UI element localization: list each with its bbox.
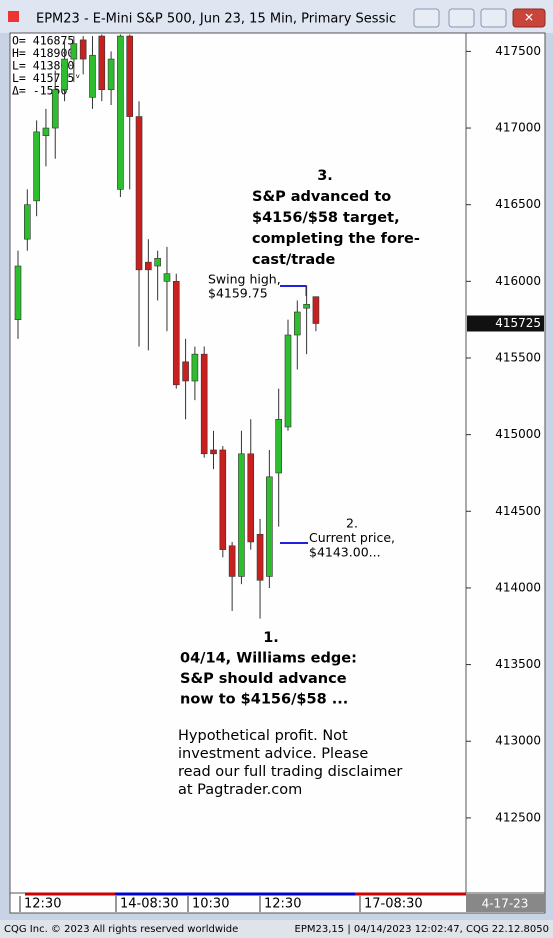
candle-body xyxy=(312,296,320,324)
candle-body xyxy=(247,453,255,543)
y-tick-label: 413000 xyxy=(495,734,541,748)
app-icon xyxy=(8,11,19,22)
ohlc-line: L= 413800 xyxy=(12,59,74,73)
candle-body xyxy=(70,43,78,60)
candle-body xyxy=(191,353,199,382)
pin-button[interactable] xyxy=(413,8,440,28)
y-tick-label: 414000 xyxy=(495,580,541,594)
candle-body xyxy=(182,361,189,382)
annotation-text: now to $4156/$58 ... xyxy=(180,692,348,708)
candle-body xyxy=(107,58,115,91)
candle-body xyxy=(219,449,227,550)
candle-body xyxy=(24,204,31,240)
candle-body xyxy=(42,127,50,137)
candle-body xyxy=(163,273,171,282)
candle-body xyxy=(154,258,161,267)
annotation-text: Current price, xyxy=(309,530,395,545)
candle-body xyxy=(284,334,292,428)
y-tick-label: 416000 xyxy=(495,274,541,288)
last-price-label: 415725 xyxy=(495,316,541,330)
close-icon: ✕ xyxy=(524,11,534,25)
annotation-text: $4156/$58 target, xyxy=(252,210,400,226)
annotation-text: Hypothetical profit. Not xyxy=(178,728,348,744)
x-tick-label: 17-08:30 xyxy=(364,897,423,912)
candle-body xyxy=(266,476,273,577)
candles xyxy=(14,34,320,619)
candle-body xyxy=(145,261,152,271)
annotation-text: 2. xyxy=(346,516,358,531)
annotation-text: 04/14, Williams edge: xyxy=(180,651,357,667)
candle-body xyxy=(275,419,282,474)
annotation-text: investment advice. Please xyxy=(178,746,368,762)
y-tick-label: 417500 xyxy=(495,44,541,58)
annotation-text: 1. xyxy=(263,630,279,646)
candle-body xyxy=(117,35,124,190)
candle-body xyxy=(172,281,180,386)
candle-body xyxy=(51,89,59,129)
annotation-text: at Pagtrader.com xyxy=(178,782,302,798)
y-tick-label: 416500 xyxy=(495,197,541,211)
annotation-text: Swing high, xyxy=(208,272,281,287)
y-tick-label: 412500 xyxy=(495,810,541,824)
x-tick-label: 10:30 xyxy=(192,897,229,912)
annotation-text: 3. xyxy=(317,168,333,184)
candle-body xyxy=(98,35,106,91)
status-right: EPM23,15 | 04/14/2023 12:02:47, CQG 22.1… xyxy=(295,924,549,935)
y-tick-label: 415500 xyxy=(495,350,541,364)
y-tick-label: 415000 xyxy=(495,427,541,441)
status-left: CQG Inc. © 2023 All rights reserved worl… xyxy=(4,924,238,935)
y-tick-label: 414500 xyxy=(495,504,541,518)
y-tick-label: 413500 xyxy=(495,657,541,671)
last-price-box xyxy=(467,315,544,332)
maximize-button[interactable] xyxy=(480,8,507,28)
candle-body xyxy=(135,116,143,271)
window-title: EPM23 - E-Mini S&P 500, Jun 23, 15 Min, … xyxy=(36,12,396,27)
candle-body xyxy=(256,533,264,581)
candle-body xyxy=(228,545,236,577)
x-tick-label: 12:30 xyxy=(24,897,61,912)
annotation-text: cast/trade xyxy=(252,252,335,268)
annotation-text: S&P should advance xyxy=(180,671,347,687)
candle-body xyxy=(61,58,68,91)
candle-body xyxy=(79,39,87,60)
annotation-text: $4143.00... xyxy=(309,545,381,560)
date-label: 4-17-23 xyxy=(482,897,529,911)
minimize-button[interactable] xyxy=(448,8,475,28)
x-tick-label: 14-08:30 xyxy=(120,897,179,912)
candle-body xyxy=(238,453,245,577)
candle-body xyxy=(89,54,96,98)
candle-body xyxy=(210,449,217,455)
close-button[interactable] xyxy=(512,8,546,28)
candle-body xyxy=(126,35,134,117)
ohlc-line: Δ= -1550 xyxy=(12,84,67,98)
annotation-text: $4159.75 xyxy=(208,286,268,301)
annotation-text: S&P advanced to xyxy=(252,189,391,205)
candle-body xyxy=(303,304,310,309)
x-tick-label: 12:30 xyxy=(264,897,301,912)
annotation-text: read our full trading disclaimer xyxy=(178,764,402,780)
ohlc-line: O= 416875 xyxy=(12,34,74,48)
candle-body xyxy=(14,265,22,320)
annotation-text: completing the fore- xyxy=(252,231,420,247)
price-axis xyxy=(465,32,546,894)
candle-body xyxy=(33,131,40,202)
candle-body xyxy=(200,353,208,455)
annotations: 3. S&P advanced to $4156/$58 target, comple… xyxy=(178,168,420,798)
candle-body xyxy=(293,311,301,336)
date-box xyxy=(466,894,545,912)
status-bar xyxy=(0,920,553,938)
ohlc-line: H= 418900 xyxy=(12,46,74,60)
y-tick-label: 417000 xyxy=(495,121,541,135)
